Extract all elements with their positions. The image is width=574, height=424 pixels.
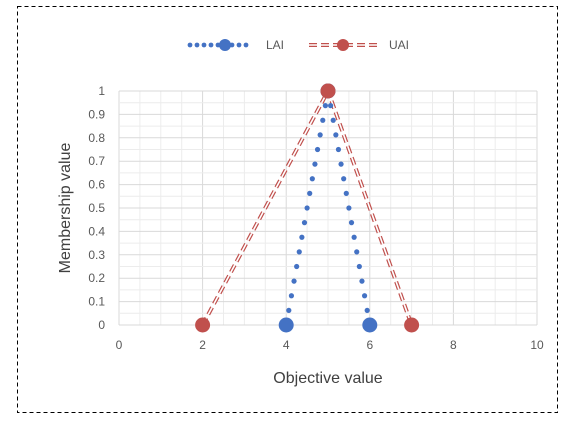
legend-lai-dot [194, 42, 200, 48]
x-tick-label: 6 [366, 338, 373, 352]
lai-line-dot [304, 205, 310, 211]
lai-line-dot [341, 176, 347, 182]
lai-line-dot [322, 103, 328, 109]
y-tick-label: 0.2 [88, 271, 105, 285]
lai-line-dot [328, 103, 334, 109]
lai-line-dot [356, 263, 362, 270]
lai-line-dot [335, 146, 342, 153]
legend-lai-dot [201, 42, 207, 48]
lai-line-dot [364, 307, 370, 313]
y-tick-label: 0.7 [88, 154, 105, 168]
x-tick-label: 8 [450, 338, 457, 352]
uai-point [404, 317, 420, 333]
lai-line-dot [317, 132, 323, 138]
y-tick-label: 0.1 [88, 295, 105, 309]
legend-lai-dot [208, 42, 214, 48]
lai-line-dot [294, 263, 300, 270]
series-lai [278, 83, 378, 333]
outer-frame [17, 6, 558, 413]
lai-line-dot [348, 220, 355, 226]
series [195, 83, 420, 333]
lai-line-dot [333, 132, 339, 138]
x-tick-label: 10 [530, 338, 544, 352]
legend-label-lai: LAI [266, 38, 284, 52]
y-axis-title: Membership value [57, 143, 74, 274]
lai-line-dot [299, 234, 305, 240]
y-tick-label: 0.4 [88, 224, 105, 238]
lai-line-dot [361, 293, 368, 299]
legend-label-uai: UAI [389, 38, 409, 52]
legend-lai-dot [243, 42, 249, 48]
lai-line-dot [354, 249, 360, 255]
legend-entry-uai: UAI [309, 38, 409, 52]
lai-point [362, 317, 378, 333]
legend-lai-dot [236, 42, 242, 48]
lai-point [278, 317, 294, 333]
lai-line-dot [307, 190, 313, 196]
lai-line-dot [343, 190, 349, 196]
lai-line-dot [301, 220, 308, 226]
lai-line-dot [338, 161, 344, 167]
legend-entry-lai: LAI [187, 38, 284, 52]
x-tick-label: 4 [283, 338, 290, 352]
lai-line-dot [330, 117, 336, 123]
y-tick-label: 0.5 [88, 201, 105, 215]
legend-lai-dot [187, 42, 193, 48]
lai-line-dot [288, 293, 295, 299]
tick-labels: 0 2 4 6 8 10 0 0.1 0.2 0.3 0.4 0.5 0.6 0.7 0.8 0.9 1 [88, 84, 544, 352]
uai-apex-point [320, 83, 336, 99]
x-axis-title: Objective value [273, 370, 382, 387]
y-tick-label: 1 [98, 84, 105, 98]
y-tick-label: 0.8 [88, 131, 105, 145]
lai-line-dot [320, 117, 326, 123]
x-tick-label: 2 [199, 338, 206, 352]
lai-line-dot [351, 234, 357, 240]
lai-line-dot [312, 161, 318, 167]
x-tick-label: 0 [116, 338, 123, 352]
lai-line-dot [359, 278, 365, 284]
lai-line-dot [346, 205, 352, 211]
uai-point [195, 317, 211, 333]
grid [118, 90, 538, 326]
y-tick-label: 0.9 [88, 107, 105, 121]
lai-line-dot [286, 307, 292, 313]
y-tick-label: 0.3 [88, 248, 105, 262]
lai-line-dot [309, 176, 315, 182]
lai-line-dot [291, 278, 297, 284]
y-tick-label: 0 [98, 318, 105, 332]
lai-line-dot [314, 146, 321, 153]
y-tick-label: 0.6 [88, 178, 105, 192]
legend-lai-marker [219, 39, 231, 51]
legend: LAI UAI [187, 38, 409, 52]
legend-uai-marker [337, 39, 349, 51]
lai-line-dot [296, 249, 302, 255]
